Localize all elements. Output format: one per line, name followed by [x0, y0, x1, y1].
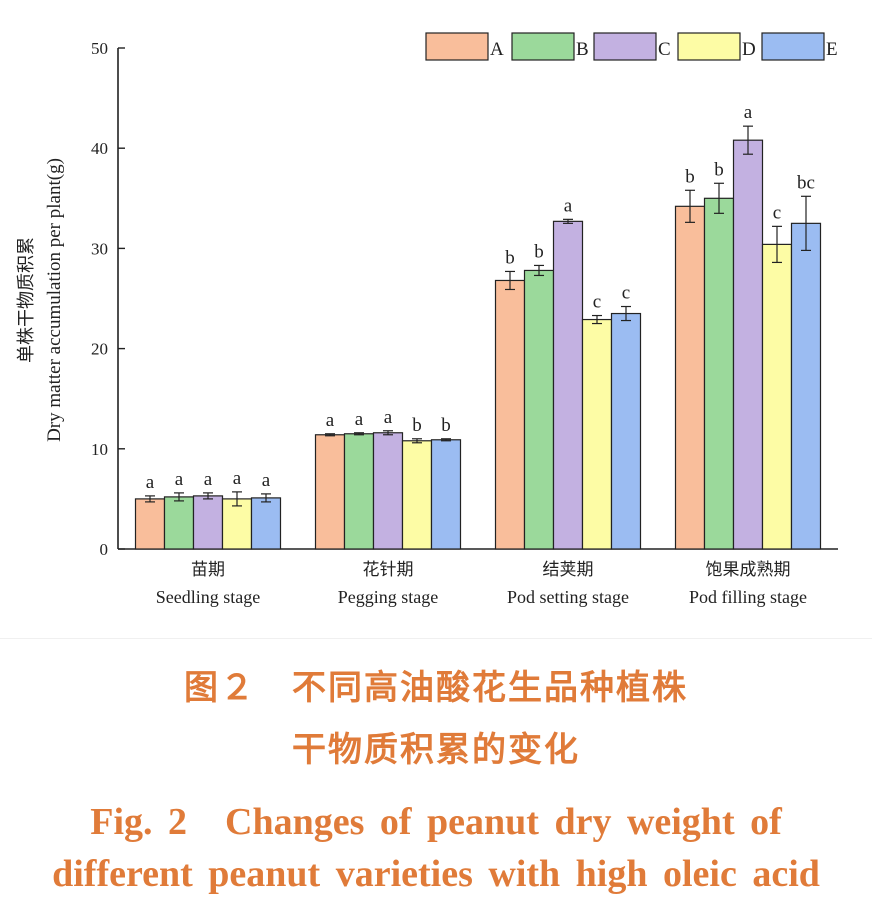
y-axis-label-english: Dry matter accumulation per plant(g) [44, 158, 65, 442]
significance-letter: b [441, 415, 451, 436]
significance-letter: a [744, 102, 753, 123]
bar-A-3 [494, 279, 526, 550]
significance-letter: a [326, 410, 335, 431]
legend-swatch-B [511, 32, 575, 61]
y-tick-label: 20 [91, 340, 108, 359]
caption-english-line-1: Fig. 2 Changes of peanut dry weight of [90, 801, 782, 843]
x-category-label-chinese: 结荚期 [543, 560, 594, 580]
bar-B-2 [343, 433, 375, 550]
y-tick-label: 30 [91, 239, 108, 258]
caption-english-line-2: different peanut varieties with high ole… [52, 853, 820, 895]
y-tick-label: 40 [91, 139, 108, 158]
bar-A-1 [134, 498, 166, 550]
significance-letter: c [593, 292, 601, 313]
bar-E-4 [790, 222, 822, 550]
significance-letter: b [505, 247, 515, 268]
bar-D-3 [581, 318, 613, 550]
significance-letter: bc [797, 172, 815, 193]
x-category-label: Pod setting stage [507, 587, 629, 607]
bar-chart: 0 10 20 30 40 50 单株干物质积累 Dry matter accumulatio… [16, 32, 838, 607]
significance-letter: a [146, 472, 155, 493]
legend-swatch-D [677, 32, 741, 61]
legend-swatch-A [425, 32, 489, 61]
significance-letter: b [714, 159, 724, 180]
legend-label-C: C [658, 39, 671, 60]
legend-swatch-C [593, 32, 657, 61]
legend-label-B: B [576, 39, 589, 60]
bar-B-3 [523, 269, 555, 550]
legend-swatch-E [761, 32, 825, 61]
caption-separator [0, 638, 872, 639]
x-category-label: Seedling stage [156, 587, 260, 607]
significance-letter: a [204, 469, 213, 490]
x-category-label-chinese: 花针期 [363, 560, 414, 580]
bar-D-1 [221, 498, 253, 550]
significance-letter: b [534, 241, 544, 262]
y-tick-label: 50 [91, 39, 108, 58]
x-category-label: Pod filling stage [689, 587, 807, 607]
chart-canvas: 0 10 20 30 40 50 单株干物质积累 Dry matter accumulatio… [16, 32, 838, 607]
y-tick-label: 0 [100, 540, 109, 559]
significance-letter: c [622, 283, 630, 304]
legend-label-A: A [490, 39, 504, 60]
bar-A-4 [674, 205, 706, 550]
y-axis-label-chinese: 单株干物质积累 [16, 237, 37, 363]
y-axis-label: 单株干物质积累 Dry matter accumulation per plant… [16, 158, 65, 442]
bar-C-1 [192, 495, 224, 550]
significance-letter: a [384, 407, 393, 428]
significance-letter: a [233, 468, 242, 489]
y-tick-label: 10 [91, 440, 108, 459]
bar-D-4 [761, 243, 793, 550]
significance-letter: a [564, 195, 573, 216]
significance-letter: a [355, 409, 364, 430]
bar-E-2 [430, 439, 462, 550]
bar-C-4 [732, 139, 764, 550]
significance-letter: b [685, 166, 695, 187]
bar-C-2 [372, 432, 404, 550]
bar-B-1 [163, 496, 195, 550]
bar-E-3 [610, 312, 642, 550]
bar-C-3 [552, 220, 584, 550]
bar-E-1 [250, 497, 282, 550]
caption-chinese-line-1: 图２ 不同高油酸花生品种植株 [184, 668, 688, 708]
x-category-label-chinese: 饱果成熟期 [706, 559, 791, 580]
significance-letter: b [412, 415, 422, 436]
bar-D-2 [401, 440, 433, 550]
significance-letter: a [262, 470, 271, 491]
significance-letter: c [773, 202, 781, 223]
significance-letter: a [175, 469, 184, 490]
legend-label-D: D [742, 39, 756, 60]
bar-B-4 [703, 197, 735, 550]
x-category-label-chinese: 苗期 [191, 560, 225, 580]
x-category-label: Pegging stage [338, 587, 439, 607]
legend-label-E: E [826, 39, 838, 60]
bar-A-2 [314, 434, 346, 550]
caption-chinese-line-2: 干物质积累的变化 [292, 730, 580, 770]
